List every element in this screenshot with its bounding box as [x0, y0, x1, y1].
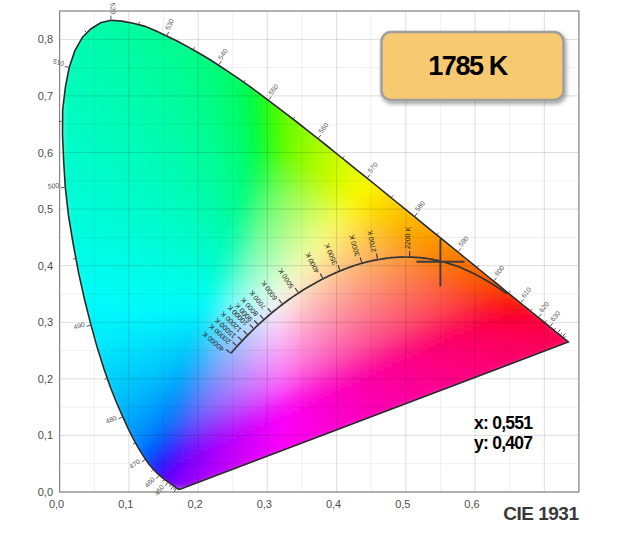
svg-text:0,0: 0,0 — [38, 486, 53, 498]
svg-text:610: 610 — [520, 286, 533, 299]
svg-text:480: 480 — [104, 414, 117, 425]
svg-text:0,4: 0,4 — [38, 260, 53, 272]
svg-text:570: 570 — [366, 161, 379, 174]
svg-text:2200 K: 2200 K — [404, 226, 412, 249]
svg-text:0,3: 0,3 — [38, 316, 53, 328]
svg-text:540: 540 — [217, 47, 229, 61]
svg-text:0,6: 0,6 — [464, 498, 479, 510]
svg-text:0,4: 0,4 — [326, 498, 341, 510]
svg-text:0,5: 0,5 — [38, 203, 53, 215]
svg-text:460: 460 — [143, 476, 156, 489]
svg-text:0,2: 0,2 — [187, 498, 202, 510]
svg-text:0,0: 0,0 — [49, 498, 64, 510]
svg-text:1785 K: 1785 K — [428, 51, 509, 81]
svg-text:510: 510 — [52, 58, 65, 68]
svg-text:0,2: 0,2 — [38, 373, 53, 385]
svg-text:0,8: 0,8 — [38, 33, 53, 45]
svg-text:y: 0,407: y: 0,407 — [474, 433, 532, 453]
svg-text:530: 530 — [164, 18, 175, 31]
svg-text:490: 490 — [73, 321, 86, 331]
svg-text:630: 630 — [549, 309, 562, 322]
svg-text:0,5: 0,5 — [395, 498, 410, 510]
svg-text:580: 580 — [414, 199, 427, 212]
svg-text:470: 470 — [128, 458, 141, 470]
svg-text:0,1: 0,1 — [118, 498, 133, 510]
svg-text:620: 620 — [538, 300, 551, 313]
svg-text:520: 520 — [109, 3, 116, 15]
svg-text:550: 550 — [267, 83, 280, 96]
svg-text:x: 0,551: x: 0,551 — [474, 413, 533, 433]
svg-text:590: 590 — [457, 235, 470, 248]
svg-text:500: 500 — [48, 182, 60, 190]
svg-text:0,7: 0,7 — [38, 90, 53, 102]
svg-text:0,3: 0,3 — [257, 498, 272, 510]
svg-text:CIE 1931: CIE 1931 — [503, 503, 579, 524]
svg-text:0,1: 0,1 — [38, 429, 53, 441]
svg-text:0,6: 0,6 — [38, 147, 53, 159]
svg-text:560: 560 — [317, 121, 330, 134]
